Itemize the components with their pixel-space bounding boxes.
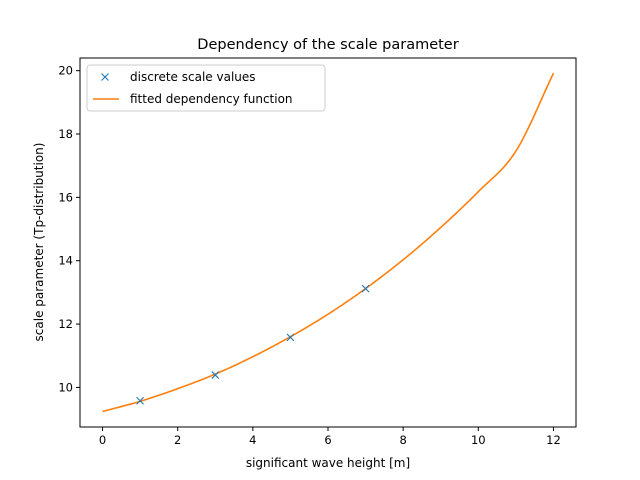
y-tick-label: 16 (58, 190, 73, 204)
x-tick-label: 12 (546, 433, 561, 447)
y-tick-label: 18 (58, 127, 73, 141)
fitted-line (102, 72, 555, 413)
legend-label: discrete scale values (130, 70, 256, 84)
y-axis-label: scale parameter (Tp-distribution) (32, 143, 46, 342)
x-tick-label: 2 (174, 433, 181, 447)
legend-item: discrete scale values (101, 70, 256, 84)
data-point (136, 396, 145, 405)
x-tick-label: 0 (99, 433, 106, 447)
x-tick-label: 8 (399, 433, 406, 447)
y-axis-ticks: 10 12 14 16 18 20 (58, 64, 80, 394)
data-point (211, 371, 220, 379)
legend: discrete scale values fitted dependency f… (86, 64, 326, 112)
legend-item: fitted dependency function (93, 92, 293, 106)
series-layer (102, 72, 555, 413)
legend-label: fitted dependency function (130, 92, 293, 106)
x-tick-label: 10 (471, 433, 486, 447)
legend-box (86, 64, 326, 112)
y-tick-label: 12 (58, 317, 73, 331)
x-axis-ticks: 0 2 4 6 8 10 12 (99, 427, 561, 447)
y-tick-label: 14 (58, 254, 73, 268)
x-axis-label: significant wave height [m] (246, 456, 410, 470)
y-tick-label: 20 (58, 64, 73, 78)
chart-title: Dependency of the scale parameter (197, 37, 458, 53)
x-tick-label: 4 (249, 433, 256, 447)
x-tick-label: 6 (324, 433, 331, 447)
data-point (361, 284, 370, 293)
data-point (286, 333, 295, 342)
legend-marker (101, 73, 109, 81)
y-tick-label: 10 (58, 380, 73, 394)
